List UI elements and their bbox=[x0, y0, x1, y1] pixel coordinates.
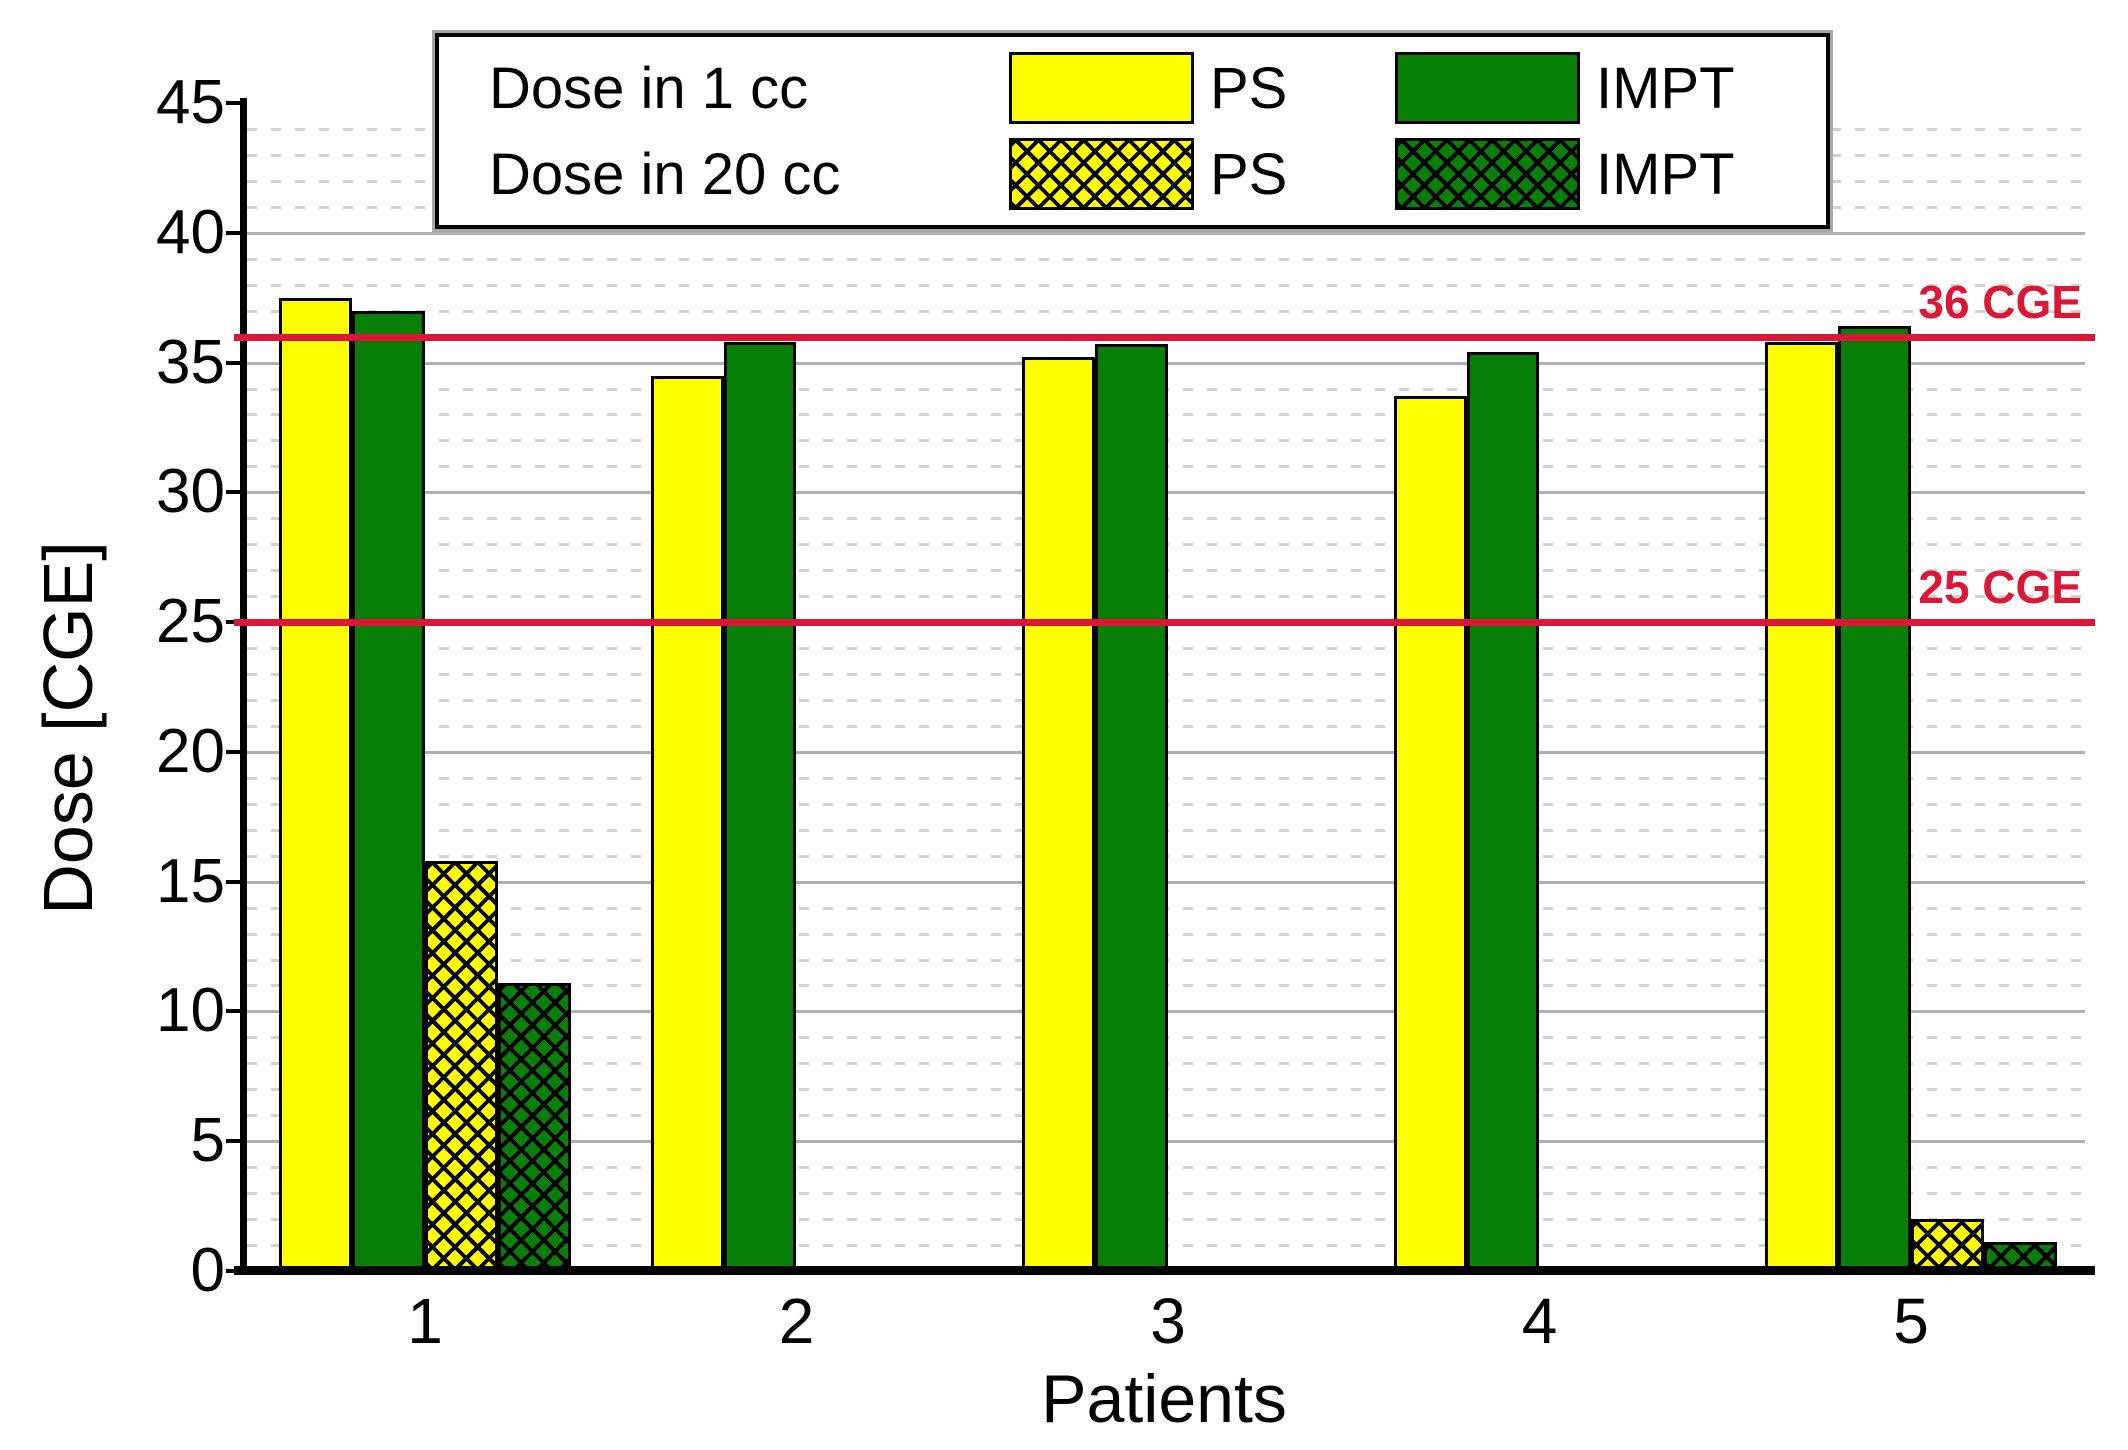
y-tick-mark bbox=[226, 490, 240, 495]
reference-line-label: 25 CGE bbox=[1918, 561, 2082, 614]
bar-dose-in-1-cc-impt-patient-1 bbox=[352, 310, 425, 1271]
y-tick-mark bbox=[226, 1009, 240, 1014]
legend-swatch-ps-solid bbox=[1009, 52, 1194, 124]
y-grid-minor bbox=[247, 257, 2085, 261]
reference-line-36 bbox=[234, 333, 2095, 341]
legend-series-label: PS bbox=[1210, 55, 1288, 121]
legend-swatch-ps-crosshatch bbox=[1009, 138, 1194, 210]
y-tick-label: 40 bbox=[156, 197, 225, 267]
x-tick-label: 1 bbox=[407, 1285, 443, 1357]
legend-series-label: IMPT bbox=[1596, 55, 1735, 121]
bar-dose-in-1-cc-impt-patient-2 bbox=[723, 341, 797, 1271]
legend-row-label: Dose in 20 cc bbox=[489, 141, 841, 207]
legend-series-label: IMPT bbox=[1596, 141, 1735, 207]
x-tick-label: 4 bbox=[1521, 1285, 1558, 1357]
x-axis-title: Patients bbox=[1041, 1361, 1287, 1437]
y-tick-label: 30 bbox=[156, 457, 225, 527]
x-tick-label: 5 bbox=[1893, 1285, 1929, 1357]
y-tick-mark bbox=[226, 749, 240, 754]
y-tick-label: 25 bbox=[156, 587, 225, 657]
legend: Dose in 1 cc PS IMPT Dose in 20 cc PS IM… bbox=[435, 33, 1830, 229]
y-tick-mark bbox=[226, 1269, 240, 1273]
bar-dose-in-20-cc-ps-patient-1 bbox=[425, 860, 498, 1271]
y-tick-label: 45 bbox=[156, 68, 225, 137]
bar-dose-in-1-cc-ps-patient-5 bbox=[1765, 341, 1839, 1271]
y-tick-label: 35 bbox=[156, 327, 225, 397]
y-tick-label: 15 bbox=[156, 846, 225, 916]
y-tick-mark bbox=[226, 230, 240, 235]
y-tick-label: 5 bbox=[190, 1106, 225, 1176]
legend-swatch-impt-solid bbox=[1395, 52, 1580, 124]
y-tick-mark bbox=[226, 620, 240, 625]
y-grid-major bbox=[247, 231, 2085, 235]
x-tick-label: 3 bbox=[1150, 1285, 1186, 1357]
bar-dose-in-1-cc-ps-patient-4 bbox=[1393, 396, 1467, 1271]
bar-dose-in-1-cc-ps-patient-1 bbox=[279, 297, 353, 1271]
y-tick-label: 20 bbox=[156, 716, 225, 786]
legend-row-dose-1cc: Dose in 1 cc PS IMPT bbox=[489, 48, 1826, 128]
x-tick-label: 2 bbox=[778, 1285, 815, 1357]
y-tick-label: 0 bbox=[190, 1236, 225, 1305]
bar-dose-in-20-cc-impt-patient-1 bbox=[497, 982, 571, 1271]
bar-dose-in-1-cc-ps-patient-3 bbox=[1022, 357, 1096, 1271]
reference-line-25 bbox=[234, 619, 2095, 627]
bar-dose-in-1-cc-impt-patient-5 bbox=[1838, 326, 1911, 1271]
y-tick-mark bbox=[226, 1139, 240, 1144]
y-axis-spine bbox=[240, 98, 247, 1275]
y-tick-mark bbox=[226, 101, 240, 105]
y-grid-minor bbox=[247, 309, 2085, 313]
y-tick-mark bbox=[226, 879, 240, 884]
legend-row-label: Dose in 1 cc bbox=[489, 55, 809, 121]
legend-row-dose-20cc: Dose in 20 cc PS IMPT bbox=[489, 134, 1826, 214]
bar-dose-in-1-cc-impt-patient-3 bbox=[1095, 344, 1168, 1271]
legend-swatch-impt-crosshatch bbox=[1395, 138, 1580, 210]
legend-series-label: PS bbox=[1210, 141, 1288, 207]
reference-line-label: 36 CGE bbox=[1918, 275, 2082, 328]
y-grid-minor bbox=[247, 283, 2085, 287]
x-axis-baseline bbox=[234, 1266, 2095, 1275]
y-tick-mark bbox=[226, 360, 240, 365]
y-tick-label: 10 bbox=[156, 976, 225, 1046]
bar-dose-in-1-cc-impt-patient-4 bbox=[1466, 352, 1540, 1271]
